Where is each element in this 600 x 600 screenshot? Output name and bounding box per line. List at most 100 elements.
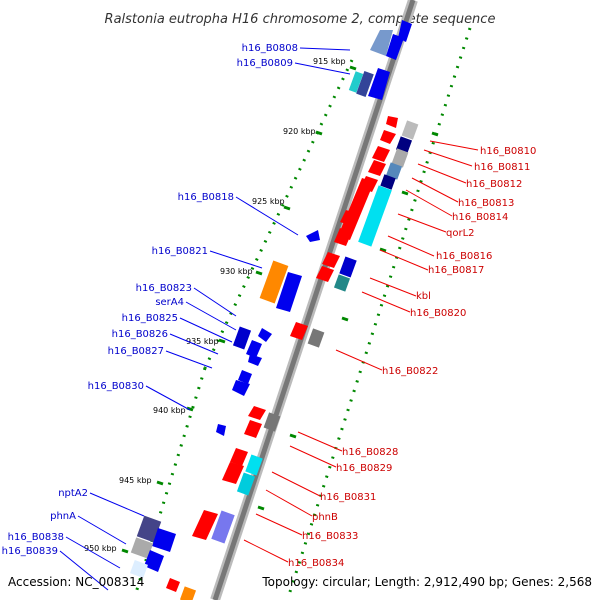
gene-h16_B0817b (322, 252, 340, 268)
gene-label[interactable]: h16_B0834 (288, 558, 344, 569)
inner-tick-track-upper (203, 59, 354, 369)
gene-nptA2 (136, 515, 162, 543)
kbp-label: 925 kbp (252, 197, 285, 206)
gene-h16_B0813b (385, 162, 403, 180)
gene-label[interactable]: h16_B0830 (88, 381, 144, 392)
right-leader-lines (243, 140, 479, 563)
kbp-label: 920 kbp (283, 127, 316, 136)
gene-h16_B0808c (398, 20, 412, 42)
chromosome-backbone-core (212, 0, 416, 600)
gene-h16_B0818 (306, 230, 320, 242)
gene-label[interactable]: h16_B0813 (458, 198, 514, 209)
gene-h16_B0808 (370, 30, 393, 56)
gene-h16_B0828b (263, 412, 281, 432)
gene-label[interactable]: h16_B0810 (480, 146, 536, 157)
gene-label[interactable]: h16_B0828 (342, 447, 398, 458)
gene-label[interactable]: h16_B0839 (2, 546, 58, 557)
kbp-label: 930 kbp (220, 267, 253, 276)
gene-label[interactable]: h16_B0816 (436, 251, 492, 262)
gene-h16_B0839b (130, 560, 148, 578)
right-labels: h16_B0810 h16_B0811 h16_B0812 h16_B0813 … (288, 146, 536, 569)
gene-label[interactable]: phnA (50, 511, 76, 522)
gene-h16_B0812 (372, 146, 390, 162)
gene-label[interactable]: h16_B0820 (410, 308, 466, 319)
gene-label[interactable]: h16_B0812 (466, 179, 522, 190)
reverse-strand-genes (130, 20, 412, 578)
gene-h16_B0820a (316, 266, 334, 282)
gene-h16_B0825 (258, 328, 272, 342)
gene-h16_B0809c (368, 68, 390, 100)
gene-label[interactable]: h16_B0831 (320, 492, 376, 503)
gene-phnB (236, 472, 256, 496)
kbp-label: 945 kbp (119, 476, 152, 485)
gene-h16_B0830 (232, 380, 250, 396)
gene-label[interactable]: serA4 (155, 297, 184, 308)
gene-h16_B0816 (340, 210, 358, 226)
gene-h16_B0811b (395, 136, 413, 154)
gene-label[interactable]: h16_B0825 (122, 313, 178, 324)
gene-label[interactable]: h16_B0838 (8, 532, 64, 543)
gene-label[interactable]: h16_B0808 (242, 43, 298, 54)
gene-label[interactable]: phnB (312, 512, 338, 523)
kbp-major-ticks (121, 65, 439, 554)
gene-h16_B0808b (386, 34, 404, 60)
kbp-label: 940 kbp (153, 406, 186, 415)
gene-label[interactable]: h16_B0829 (336, 463, 392, 474)
gene-h16_B0831a (230, 448, 248, 466)
forward-strand-genes (166, 116, 419, 600)
gene-h16_B0812b (391, 148, 409, 168)
gene-h16_B0831b (245, 454, 263, 476)
gene-label[interactable]: nptA2 (58, 488, 88, 499)
gene-label[interactable]: h16_B0818 (178, 192, 234, 203)
gene-h16_B0827 (248, 354, 262, 366)
gene-label[interactable]: h16_B0823 (136, 283, 192, 294)
gene-h16_B0829 (244, 420, 262, 438)
kbp-label: 950 kbp (84, 544, 117, 553)
gene-h16_B0814b (380, 174, 396, 190)
gene-h16_B0828 (248, 406, 266, 420)
gene-label[interactable]: h16_B0817 (428, 265, 484, 276)
gene-kbl (339, 256, 357, 278)
kbp-label: 915 kbp (313, 57, 346, 66)
gene-h16_B0813 (368, 160, 386, 176)
gene-h16_B0820 (333, 274, 351, 292)
gene-label[interactable]: kbl (416, 291, 431, 302)
topology-summary: Topology: circular; Length: 2,912,490 bp… (261, 575, 592, 589)
gene-h16_B0821b (276, 272, 302, 312)
gene-h16_B0809b (356, 71, 374, 97)
gene-h16_B0810b (401, 120, 419, 140)
gene-h16_B0838 (130, 537, 154, 559)
gene-h16_B0810 (386, 116, 398, 128)
gene-label[interactable]: h16_B0826 (112, 329, 168, 340)
gene-h16_B0839 (144, 550, 164, 572)
map-title: Ralstonia eutropha H16 chromosome 2, com… (105, 12, 496, 27)
gene-serA4 (232, 326, 252, 350)
gene-qorL2b (358, 185, 392, 247)
gene-qorL2 (338, 178, 374, 240)
gene-h16_B0817 (334, 228, 352, 246)
gene-h16_B0811 (380, 130, 396, 144)
gene-label[interactable]: qorL2 (446, 228, 475, 239)
left-leader-lines (59, 47, 351, 591)
gene-label[interactable]: h16_B0822 (382, 366, 438, 377)
gene-h16_B0822 (290, 322, 308, 340)
gene-h16_B0834b (179, 586, 197, 600)
gene-label[interactable]: h16_B0814 (452, 212, 508, 223)
gene-label[interactable]: h16_B0821 (152, 246, 208, 257)
gene-h16_B0833b (211, 510, 235, 544)
gene-label[interactable]: h16_B0833 (302, 531, 358, 542)
gene-h16_B0809 (348, 71, 364, 93)
gene-phnA (152, 528, 176, 552)
gene-h16_B0822b (307, 328, 325, 348)
gene-h16_B0834 (166, 578, 180, 592)
gene-h16_B0831 (222, 462, 244, 484)
gene-label[interactable]: h16_B0811 (474, 162, 530, 173)
gene-label[interactable]: h16_B0809 (237, 58, 293, 69)
gene-label[interactable]: h16_B0827 (108, 346, 164, 357)
gene-h16_B0821 (259, 260, 289, 304)
gene-h16_B0833 (192, 510, 218, 540)
gene-h16_B0829r (238, 370, 252, 384)
gene-h16_B0826 (246, 340, 262, 358)
left-labels: h16_B0808 h16_B0809 h16_B0818 h16_B0821 … (2, 43, 298, 557)
